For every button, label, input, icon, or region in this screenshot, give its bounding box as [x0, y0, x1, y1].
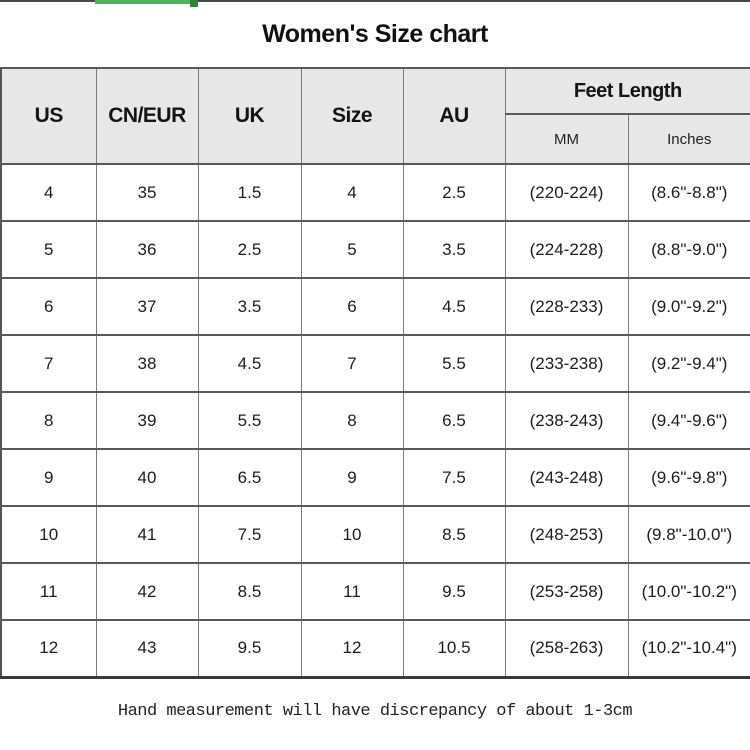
table-row: 12 43 9.5 12 10.5 (258-263) (10.2"-10.4") [0, 619, 750, 678]
table-cell: 37 [95, 277, 199, 336]
table-cell: 41 [95, 505, 199, 564]
table-cell: (10.0"-10.2") [627, 562, 750, 621]
table-cell: (9.6"-9.8") [627, 448, 750, 507]
table-cell: 6.5 [402, 391, 506, 450]
table-cell: 10.5 [402, 619, 506, 678]
table-cell: (253-258) [504, 562, 629, 621]
table-cell: (233-238) [504, 334, 629, 393]
table-cell: (248-253) [504, 505, 629, 564]
table-cell: 11 [0, 562, 97, 621]
video-progress-fill [95, 0, 197, 4]
table-cell: (8.6"-8.8") [627, 163, 750, 222]
column-header-au: AU [402, 67, 506, 165]
table-cell: 7.5 [402, 448, 506, 507]
table-cell: (220-224) [504, 163, 629, 222]
column-header-us: US [0, 67, 97, 165]
column-header-feet-length: Feet Length [504, 67, 750, 115]
table-cell: (9.4"-9.6") [627, 391, 750, 450]
table-row: 6 37 3.5 6 4.5 (228-233) (9.0"-9.2") [0, 277, 750, 336]
table-cell: 10 [300, 505, 404, 564]
table-row: 5 36 2.5 5 3.5 (224-228) (8.8"-9.0") [0, 220, 750, 279]
table-cell: (258-263) [504, 619, 629, 678]
table-cell: 7.5 [197, 505, 302, 564]
table-cell: 5 [300, 220, 404, 279]
table-row: 11 42 8.5 11 9.5 (253-258) (10.0"-10.2") [0, 562, 750, 621]
table-cell: 35 [95, 163, 199, 222]
size-chart-table: US CN/EUR UK Size AU Feet Length MM Inch… [0, 67, 750, 679]
column-header-size: Size [300, 67, 404, 165]
table-cell: 40 [95, 448, 199, 507]
column-header-cn-eur: CN/EUR [95, 67, 199, 165]
table-cell: (9.0"-9.2") [627, 277, 750, 336]
table-cell: 6.5 [197, 448, 302, 507]
table-cell: 10 [0, 505, 97, 564]
table-cell: 8.5 [402, 505, 506, 564]
column-subheader-mm: MM [504, 113, 629, 165]
table-cell: 36 [95, 220, 199, 279]
table-cell: 7 [300, 334, 404, 393]
table-row: 7 38 4.5 7 5.5 (233-238) (9.2"-9.4") [0, 334, 750, 393]
table-cell: 9 [300, 448, 404, 507]
video-progress-handle[interactable] [190, 0, 198, 7]
column-header-uk: UK [197, 67, 302, 165]
table-cell: 7 [0, 334, 97, 393]
column-subheader-inches: Inches [627, 113, 750, 165]
size-table-body: 4 35 1.5 4 2.5 (220-224) (8.6"-8.8") 5 36 2.5 5 3.5… [0, 163, 750, 678]
table-cell: 5.5 [402, 334, 506, 393]
table-cell: 2.5 [197, 220, 302, 279]
table-row: 4 35 1.5 4 2.5 (220-224) (8.6"-8.8") [0, 163, 750, 222]
table-header: US CN/EUR UK Size AU Feet Length MM Inch… [0, 67, 750, 165]
video-progress-track[interactable] [0, 0, 750, 2]
table-row: 9 40 6.5 9 7.5 (243-248) (9.6"-9.8") [0, 448, 750, 507]
table-cell: (238-243) [504, 391, 629, 450]
table-cell: 12 [0, 619, 97, 678]
table-cell: 39 [95, 391, 199, 450]
table-cell: 43 [95, 619, 199, 678]
table-cell: (10.2"-10.4") [627, 619, 750, 678]
table-cell: 5.5 [197, 391, 302, 450]
table-cell: 8 [300, 391, 404, 450]
table-cell: 12 [300, 619, 404, 678]
table-cell: (228-233) [504, 277, 629, 336]
table-cell: 4 [300, 163, 404, 222]
page-title: Women's Size chart [262, 20, 488, 48]
table-cell: 9.5 [402, 562, 506, 621]
table-cell: 4 [0, 163, 97, 222]
table-cell: 1.5 [197, 163, 302, 222]
table-cell: 42 [95, 562, 199, 621]
table-cell: 8.5 [197, 562, 302, 621]
table-cell: 4.5 [197, 334, 302, 393]
table-cell: 3.5 [197, 277, 302, 336]
table-cell: 4.5 [402, 277, 506, 336]
table-cell: (9.8"-10.0") [627, 505, 750, 564]
table-cell: 6 [300, 277, 404, 336]
table-cell: 9 [0, 448, 97, 507]
table-cell: 38 [95, 334, 199, 393]
table-cell: 11 [300, 562, 404, 621]
table-row: 8 39 5.5 8 6.5 (238-243) (9.4"-9.6") [0, 391, 750, 450]
table-cell: 9.5 [197, 619, 302, 678]
measurement-disclaimer: Hand measurement will have discrepancy o… [117, 702, 633, 721]
table-cell: (8.8"-9.0") [627, 220, 750, 279]
table-cell: (9.2"-9.4") [627, 334, 750, 393]
table-cell: (243-248) [504, 448, 629, 507]
table-cell: 6 [0, 277, 97, 336]
table-cell: 3.5 [402, 220, 506, 279]
table-cell: 8 [0, 391, 97, 450]
table-cell: 5 [0, 220, 97, 279]
table-cell: (224-228) [504, 220, 629, 279]
table-cell: 2.5 [402, 163, 506, 222]
table-row: 10 41 7.5 10 8.5 (248-253) (9.8"-10.0") [0, 505, 750, 564]
